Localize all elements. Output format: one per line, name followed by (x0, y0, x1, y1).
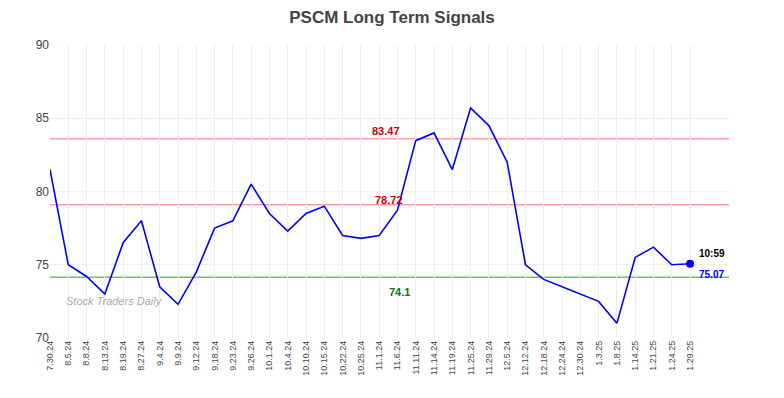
svg-text:80: 80 (36, 185, 50, 199)
svg-text:9.9.24: 9.9.24 (173, 341, 183, 366)
svg-text:11.19.24: 11.19.24 (447, 341, 457, 375)
svg-text:1.3.25: 1.3.25 (594, 341, 604, 366)
svg-text:9.18.24: 9.18.24 (210, 341, 220, 371)
svg-text:8.13.24: 8.13.24 (100, 341, 110, 371)
svg-text:10.1.24: 10.1.24 (264, 341, 274, 371)
svg-text:75: 75 (36, 258, 50, 272)
svg-text:90: 90 (36, 38, 50, 52)
svg-text:12.30.24: 12.30.24 (575, 341, 585, 376)
svg-text:1.21.25: 1.21.25 (648, 341, 658, 371)
svg-text:12.12.24: 12.12.24 (520, 341, 530, 376)
svg-text:1.8.25: 1.8.25 (612, 341, 622, 366)
svg-text:Stock Traders Daily: Stock Traders Daily (66, 295, 163, 307)
svg-text:9.23.24: 9.23.24 (228, 341, 238, 371)
svg-text:70: 70 (36, 331, 50, 345)
svg-text:10.4.24: 10.4.24 (283, 341, 293, 371)
svg-text:75.07: 75.07 (699, 269, 724, 280)
svg-text:8.19.24: 8.19.24 (118, 341, 128, 371)
svg-text:11.14.24: 11.14.24 (429, 341, 439, 375)
svg-text:9.4.24: 9.4.24 (155, 341, 165, 366)
svg-text:8.8.24: 8.8.24 (81, 341, 91, 366)
svg-text:1.29.25: 1.29.25 (685, 341, 695, 371)
svg-text:83.47: 83.47 (372, 125, 400, 137)
svg-text:10.25.24: 10.25.24 (356, 341, 366, 376)
svg-text:9.26.24: 9.26.24 (246, 341, 256, 371)
svg-text:1.24.25: 1.24.25 (667, 341, 677, 371)
svg-text:11.11.24: 11.11.24 (411, 341, 421, 375)
svg-text:8.27.24: 8.27.24 (136, 341, 146, 371)
svg-text:11.1.24: 11.1.24 (374, 341, 384, 370)
svg-text:9.12.24: 9.12.24 (191, 341, 201, 371)
svg-text:12.18.24: 12.18.24 (539, 341, 549, 376)
svg-text:7.30.24: 7.30.24 (45, 341, 55, 371)
svg-text:12.24.24: 12.24.24 (557, 341, 567, 376)
svg-text:PSCM Long Term Signals: PSCM Long Term Signals (289, 8, 495, 27)
svg-text:74.1: 74.1 (389, 286, 410, 298)
svg-text:10.10.24: 10.10.24 (301, 341, 311, 376)
svg-text:11.25.24: 11.25.24 (466, 341, 476, 375)
svg-text:85: 85 (36, 111, 50, 125)
svg-text:10.22.24: 10.22.24 (338, 341, 348, 376)
svg-text:11.6.24: 11.6.24 (392, 341, 402, 370)
svg-text:11.29.24: 11.29.24 (484, 341, 494, 375)
svg-text:1.14.25: 1.14.25 (630, 341, 640, 371)
svg-text:12.5.24: 12.5.24 (502, 341, 512, 371)
svg-text:10.15.24: 10.15.24 (319, 341, 329, 376)
svg-text:8.5.24: 8.5.24 (63, 341, 73, 366)
svg-text:78.72: 78.72 (375, 194, 403, 206)
svg-text:10:59: 10:59 (699, 248, 725, 259)
